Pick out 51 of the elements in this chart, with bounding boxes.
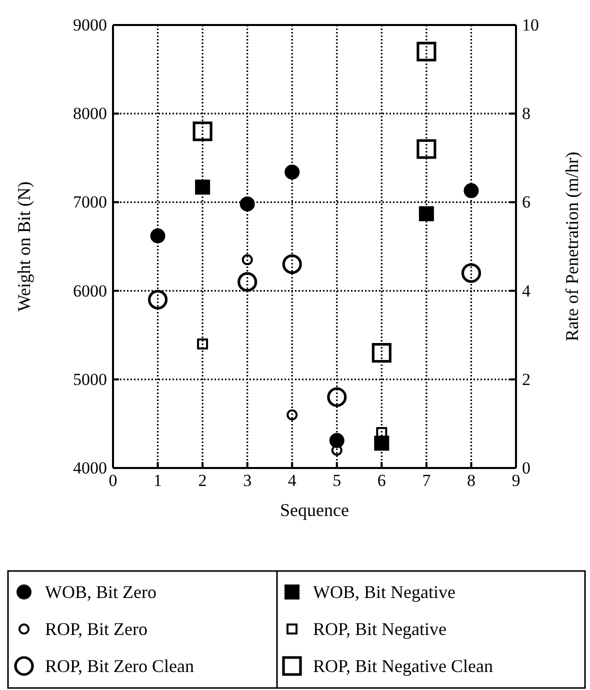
x-tick-label: 4 xyxy=(288,471,297,490)
x-tick-label: 6 xyxy=(377,471,386,490)
y2-tick-label: 4 xyxy=(522,281,531,300)
legend-label: ROP, Bit Zero xyxy=(45,619,148,639)
x-tick-label: 2 xyxy=(198,471,207,490)
y2-tick-label: 10 xyxy=(522,15,539,34)
x-tick-label: 9 xyxy=(512,471,520,490)
y-tick-label: 6000 xyxy=(73,281,107,300)
point xyxy=(416,42,436,62)
x-axis-title: Sequence xyxy=(280,500,349,520)
y2-tick-label: 8 xyxy=(522,104,530,124)
legend-label: WOB, Bit Zero xyxy=(45,582,156,602)
point xyxy=(327,387,347,407)
legend-label: ROP, Bit Negative Clean xyxy=(313,656,493,676)
point xyxy=(192,122,212,142)
x-tick-label: 7 xyxy=(422,471,432,490)
point xyxy=(148,290,168,310)
point xyxy=(150,228,166,244)
point xyxy=(374,436,390,451)
point xyxy=(461,263,482,283)
y-tick-label: 8000 xyxy=(73,104,107,124)
y2-tick-label: 2 xyxy=(522,370,530,389)
y-tick-label: 7000 xyxy=(73,192,107,212)
x-tick-label: 8 xyxy=(466,471,476,490)
point xyxy=(416,139,436,159)
y-axis-title: Weight on Bit (N) xyxy=(14,181,34,312)
y-tick-label: 5000 xyxy=(73,370,107,389)
point xyxy=(286,409,298,420)
legend-label: WOB, Bit Negative xyxy=(313,582,456,602)
x-tick-label: 0 xyxy=(108,471,118,490)
legend-label: ROP, Bit Negative xyxy=(313,619,447,639)
point xyxy=(238,272,258,292)
point xyxy=(284,164,300,180)
legend-label: ROP, Bit Zero Clean xyxy=(45,656,194,676)
point xyxy=(242,254,253,266)
point xyxy=(240,196,255,212)
point xyxy=(464,183,479,198)
point xyxy=(372,343,392,363)
point xyxy=(282,254,302,274)
x-tick-label: 1 xyxy=(154,471,162,490)
x-tick-label: 3 xyxy=(243,471,252,490)
point xyxy=(197,338,208,350)
x-tick-label: 5 xyxy=(332,471,342,490)
y-tick-label: 4000 xyxy=(73,458,107,478)
point xyxy=(195,180,210,195)
y2-tick-label: 6 xyxy=(522,192,530,212)
y2-tick-label: 0 xyxy=(522,458,530,478)
point xyxy=(329,433,344,448)
y2-axis-title: Rate of Penetration (m/hr) xyxy=(562,152,582,342)
point xyxy=(418,206,434,222)
y-tick-label: 9000 xyxy=(73,15,107,34)
